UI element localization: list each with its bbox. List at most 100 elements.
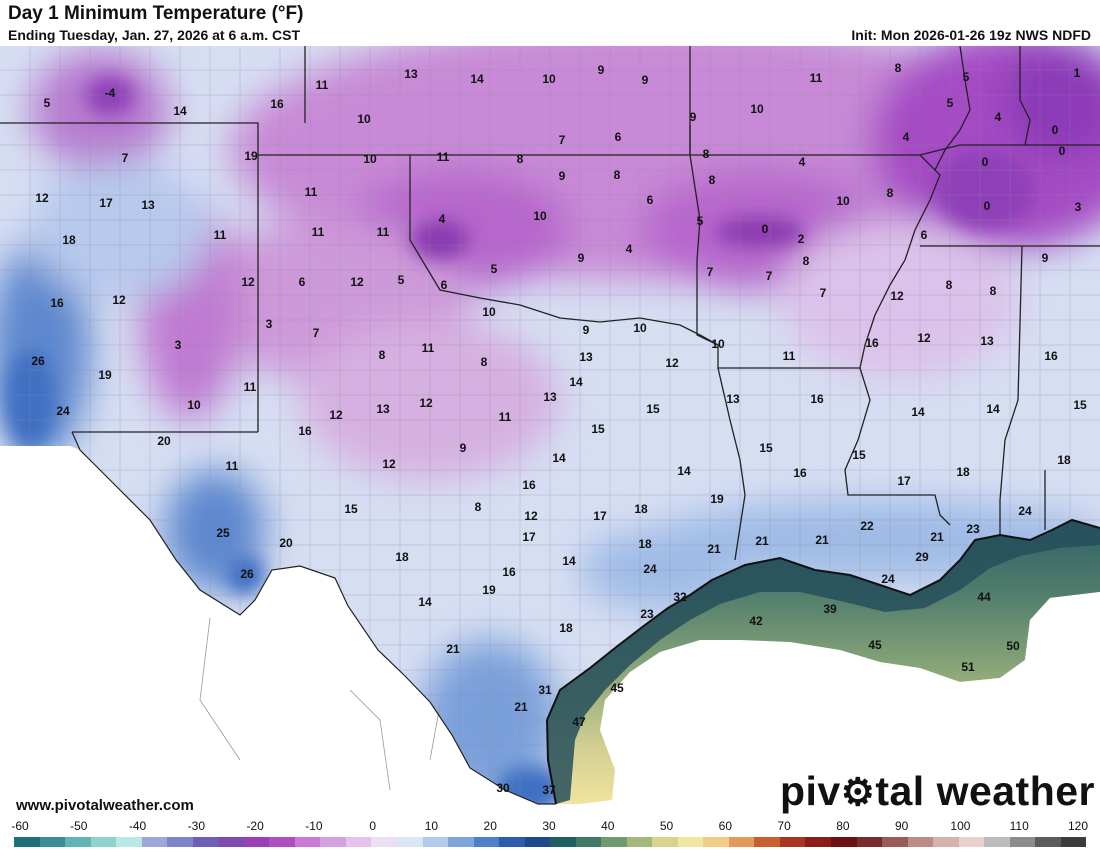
gulf-coastline (546, 518, 1100, 721)
temperature-value-label: 16 (810, 392, 824, 406)
temperature-value-label: 21 (707, 542, 721, 556)
scale-ticks: -60 -50 -40 -30 -20 -10 0 10 20 30 40 50 60 70 80 90 100… (0, 818, 1100, 834)
scale-color-swatch (218, 837, 244, 847)
temperature-value-label: 11 (499, 410, 512, 424)
temperature-value-label: 12 (112, 293, 126, 307)
temperature-value-label: 8 (481, 355, 488, 369)
scale-color-swatch (422, 837, 449, 847)
temperature-value-label: 14 (418, 595, 432, 609)
temperature-value-label: 5 (44, 96, 51, 110)
scale-color-swatch (984, 837, 1010, 847)
temperature-value-label: 0 (762, 222, 769, 236)
scale-tick-label: 110 (1009, 819, 1029, 833)
map-header: Day 1 Minimum Temperature (°F) Ending Tu… (0, 0, 1100, 46)
temperature-value-label: 10 (363, 152, 377, 166)
temperature-value-label: 21 (755, 534, 769, 548)
website-watermark: www.pivotalweather.com (16, 797, 194, 814)
temperature-value-label: 17 (99, 196, 113, 210)
temperature-value-label: 13 (726, 392, 740, 406)
temperature-value-label: 8 (895, 61, 902, 75)
temperature-value-label: 9 (559, 169, 566, 183)
scale-tick-label: 90 (894, 819, 909, 833)
temperature-value-label: 10 (482, 305, 496, 319)
temperature-value-label: 11 (312, 225, 325, 239)
scale-color-swatch (65, 837, 91, 847)
scale-color-swatch (499, 837, 525, 847)
temperature-value-label: 0 (982, 155, 989, 169)
scale-color-swatch (320, 837, 346, 847)
temperature-value-label: 8 (475, 500, 482, 514)
temperature-value-label: 7 (820, 286, 827, 300)
temperature-value-label: 18 (62, 233, 76, 247)
texas-south-coast (546, 719, 557, 805)
temperature-value-label: 19 (244, 149, 258, 163)
temperature-value-label: 9 (642, 73, 649, 87)
temperature-value-label: 5 (398, 273, 405, 287)
temperature-value-label: 11 (244, 380, 257, 394)
temperature-value-label: 11 (422, 341, 435, 355)
temperature-value-label: 11 (214, 228, 227, 242)
temperature-value-label: 11 (810, 71, 823, 85)
temperature-value-label: 51 (961, 660, 975, 674)
temperature-value-label: 24 (881, 572, 895, 586)
pivotal-weather-logo: piv⚙tal weather (780, 768, 1095, 815)
temperature-value-label: 18 (395, 550, 409, 564)
temperature-map[interactable]: 5 -4 14 16 11 13 14 10 9 9 11 8 5 1 10 9 10 5 4 0 7 19 10 11 8 7 6… (0, 46, 1100, 818)
scale-color-swatch (1060, 837, 1087, 847)
scale-color-swatch (90, 837, 117, 847)
temperature-value-label: 9 (583, 323, 590, 337)
temperature-value-label: 12 (419, 396, 433, 410)
coastal-cool-band (547, 520, 1100, 804)
temperature-value-label: 4 (626, 242, 633, 256)
temperature-value-label: 14 (569, 375, 583, 389)
scale-tick-label: -20 (246, 819, 264, 833)
temperature-value-label: 0 (1059, 144, 1066, 158)
temperature-value-label: 18 (559, 621, 573, 635)
scale-tick-label: 80 (836, 819, 850, 833)
temperature-value-label: 8 (946, 278, 953, 292)
temperature-value-label: 3 (175, 338, 182, 352)
temperature-value-label: 16 (522, 478, 536, 492)
scale-color-swatch (116, 837, 142, 847)
temperature-value-label: 11 (377, 225, 390, 239)
scale-color-swatch (141, 837, 168, 847)
temperature-value-label: 30 (496, 781, 510, 795)
mexico-area (0, 446, 556, 818)
temperature-value-label: 50 (1006, 639, 1020, 653)
scale-color-swatch (192, 837, 219, 847)
scale-color-swatch (524, 837, 551, 847)
temperature-value-label: 14 (173, 104, 187, 118)
temperature-value-label: 25 (216, 526, 230, 540)
temperature-value-label: 7 (559, 133, 566, 147)
temperature-value-label: 26 (31, 354, 45, 368)
temperature-value-label: 7 (122, 151, 129, 165)
scale-color-swatch (575, 837, 602, 847)
scale-color-swatch (167, 837, 193, 847)
temperature-value-label: 9 (578, 251, 585, 265)
scale-color-swatch (856, 837, 883, 847)
temperature-color-scale: -60 -50 -40 -30 -20 -10 0 10 20 30 40 50 60 70 80 90 100… (0, 818, 1100, 850)
temperature-value-label: 20 (279, 536, 293, 550)
temperature-value-label: 18 (956, 465, 970, 479)
temperature-value-label: 13 (579, 350, 593, 364)
temperature-value-label: 11 (226, 459, 239, 473)
temperature-value-label: 24 (56, 404, 70, 418)
temperature-value-label: 14 (986, 402, 1000, 416)
scale-color-swatch (1035, 837, 1061, 847)
temperature-value-label: 29 (915, 550, 929, 564)
scale-tick-label: -10 (305, 819, 323, 833)
temperature-value-label: 15 (646, 402, 660, 416)
scale-color-swatch (396, 837, 423, 847)
scale-tick-label: 40 (601, 819, 615, 833)
temperature-value-label: 12 (241, 275, 255, 289)
scale-tick-label: 120 (1067, 819, 1089, 833)
temperature-value-label: 6 (615, 130, 622, 144)
scale-color-swatch (907, 837, 934, 847)
temperature-value-label: 6 (921, 228, 928, 242)
temperature-value-label: 22 (860, 519, 874, 533)
scale-color-swatch (473, 837, 500, 847)
scale-color-bar (14, 837, 1087, 847)
temperature-value-label: 11 (783, 349, 796, 363)
temperature-value-label: 39 (823, 602, 837, 616)
